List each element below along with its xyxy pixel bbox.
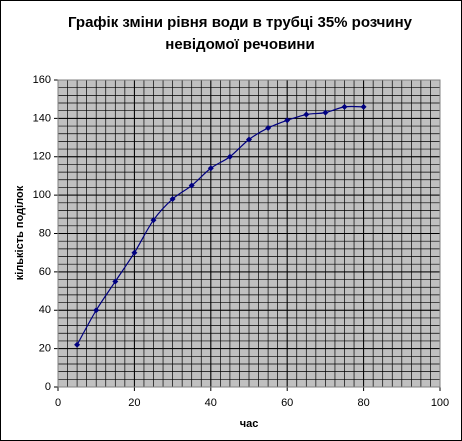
y-tick-label: 80 (39, 227, 51, 239)
data-point (131, 249, 138, 256)
plot-border (57, 79, 441, 388)
x-tick-label: 100 (431, 397, 449, 409)
data-point (284, 117, 291, 124)
y-tick-label: 160 (33, 74, 51, 86)
x-tick-label: 0 (55, 397, 61, 409)
y-tick-label: 20 (39, 343, 51, 355)
data-point (188, 182, 195, 189)
series-line (76, 105, 364, 346)
data-point (360, 103, 367, 110)
data-point (207, 165, 214, 172)
x-tick-label: 20 (128, 397, 140, 409)
data-point (150, 217, 157, 224)
data-point (226, 153, 233, 160)
y-tick-label: 140 (33, 112, 51, 124)
data-point (265, 124, 272, 131)
y-tick-label: 120 (33, 151, 51, 163)
y-axis-label: кількість поділок (14, 185, 26, 280)
y-tick-label: 40 (39, 304, 51, 316)
x-axis-label: час (240, 418, 259, 430)
x-tick-label: 80 (357, 397, 369, 409)
data-point (246, 136, 252, 143)
data-point (341, 103, 348, 110)
data-point (303, 111, 310, 118)
data-point (112, 278, 119, 285)
y-tick-label: 60 (39, 266, 51, 278)
x-tick-label: 40 (205, 397, 217, 409)
chart-title: Графік зміни рівня води в трубці 35% роз… (67, 14, 413, 53)
data-point (169, 195, 176, 202)
data-point (74, 341, 81, 348)
data-point (93, 307, 100, 314)
x-tick-label: 60 (281, 397, 293, 409)
data-point (322, 109, 329, 116)
y-tick-label: 0 (45, 381, 51, 393)
y-tick-label: 100 (33, 189, 51, 201)
